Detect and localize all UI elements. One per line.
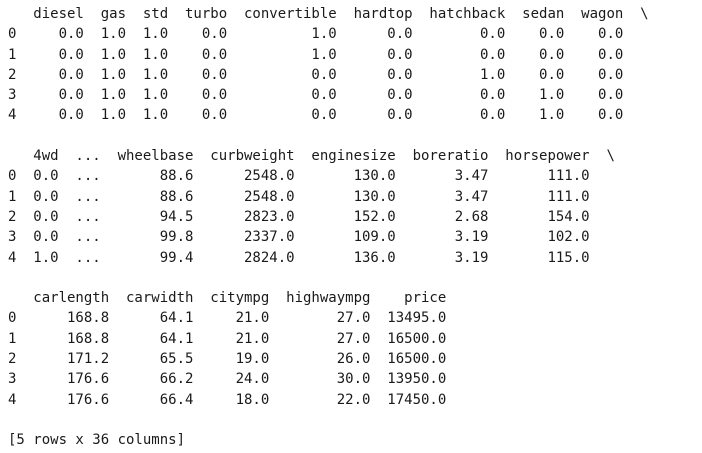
dataframe-output: diesel gas std turbo convertible hardtop…: [8, 4, 649, 451]
table-header: carlength carwidth citympg highwaympg pr…: [8, 290, 447, 307]
table-row: 3 0.0 ... 99.8 2337.0 109.0 3.19 102.0: [8, 229, 590, 246]
spacer: [8, 410, 649, 430]
table-row: 4 0.0 1.0 1.0 0.0 0.0 0.0 0.0 1.0 0.0: [8, 107, 624, 124]
table-row: 2 0.0 ... 94.5 2823.0 152.0 2.68 154.0: [8, 208, 590, 225]
table-row: 2 171.2 65.5 19.0 26.0 16500.0: [8, 351, 447, 368]
table-row: 0 0.0 ... 88.6 2548.0 130.0 3.47 111.0: [8, 168, 590, 185]
table-row: 0 168.8 64.1 21.0 27.0 13495.0: [8, 310, 447, 327]
table-row: 4 1.0 ... 99.4 2824.0 136.0 3.19 115.0: [8, 249, 590, 266]
spacer: [8, 268, 649, 288]
table-header: diesel gas std turbo convertible hardtop…: [8, 6, 649, 22]
table-row: 1 0.0 ... 88.6 2548.0 130.0 3.47 111.0: [8, 188, 590, 205]
table-row: 0 0.0 1.0 1.0 0.0 1.0 0.0 0.0 0.0 0.0: [8, 26, 624, 43]
table-row: 4 176.6 66.4 18.0 22.0 17450.0: [8, 391, 447, 408]
spacer: [8, 126, 649, 146]
table-header: 4wd ... wheelbase curbweight enginesize …: [8, 148, 615, 165]
table-row: 2 0.0 1.0 1.0 0.0 0.0 0.0 1.0 0.0 0.0: [8, 66, 624, 83]
table-row: 3 176.6 66.2 24.0 30.0 13950.0: [8, 371, 447, 388]
table-row: 3 0.0 1.0 1.0 0.0 0.0 0.0 0.0 1.0 0.0: [8, 87, 624, 104]
shape-summary: [5 rows x 36 columns]: [8, 432, 186, 449]
table-row: 1 168.8 64.1 21.0 27.0 16500.0: [8, 330, 447, 347]
table-row: 1 0.0 1.0 1.0 0.0 1.0 0.0 0.0 0.0 0.0: [8, 46, 624, 63]
